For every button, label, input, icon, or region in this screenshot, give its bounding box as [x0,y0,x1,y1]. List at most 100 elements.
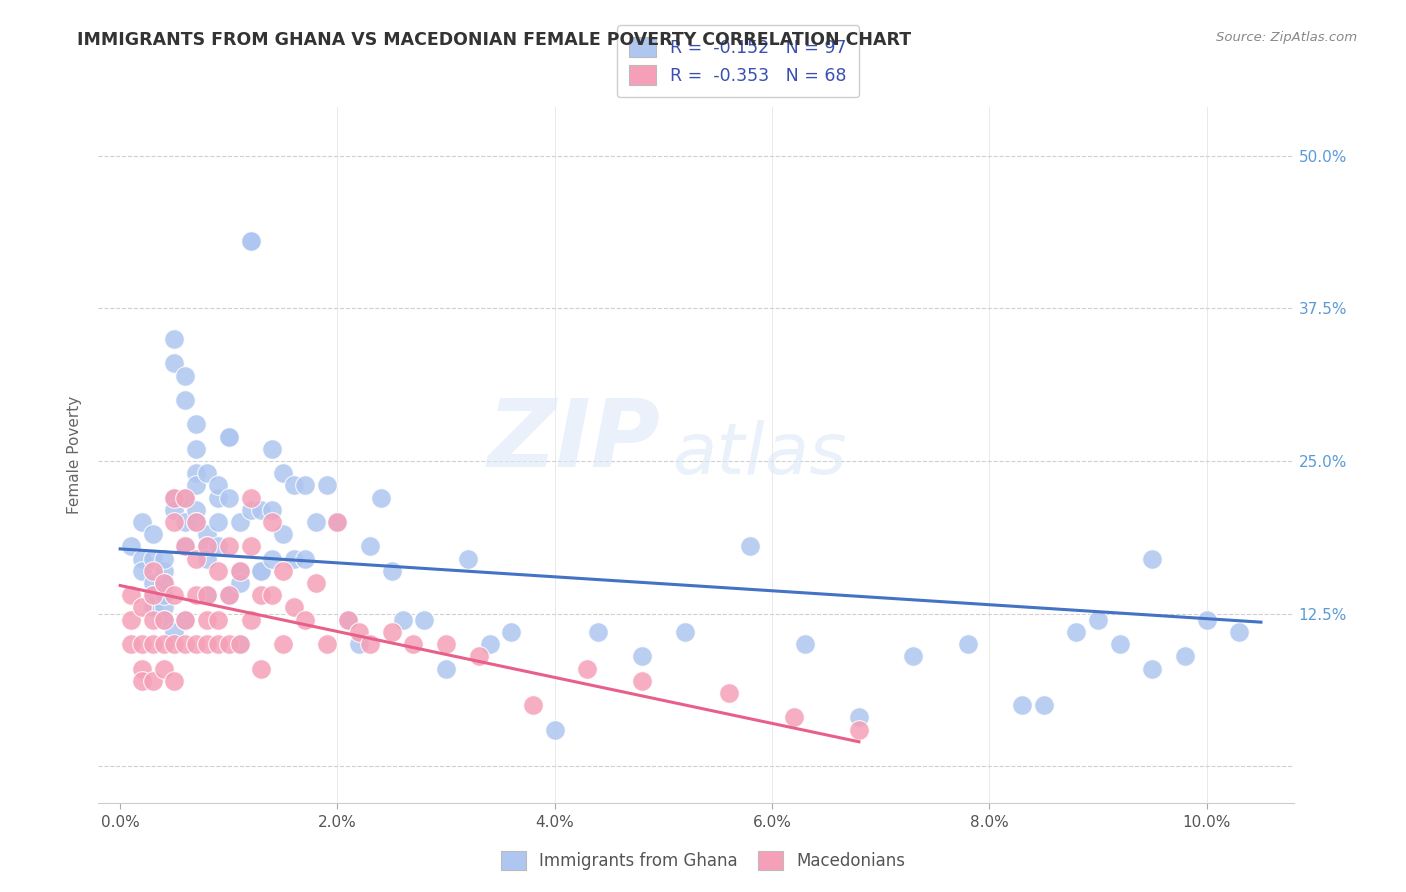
Point [1011,698,1033,713]
Point [218,540,240,554]
Point [434,661,457,675]
Point [163,588,186,602]
Point [250,661,273,675]
Point [359,637,381,651]
Text: Source: ZipAtlas.com: Source: ZipAtlas.com [1216,31,1357,45]
Point [207,478,229,492]
Point [195,540,218,554]
Point [848,710,870,724]
Point [1142,551,1164,566]
Point [239,503,262,517]
Point [142,600,165,615]
Point [131,661,153,675]
Point [283,478,305,492]
Point [174,637,197,651]
Point [315,478,337,492]
Point [120,540,142,554]
Point [218,429,240,443]
Point [195,588,218,602]
Point [1174,649,1197,664]
Point [218,491,240,505]
Point [120,613,142,627]
Point [262,503,284,517]
Point [740,540,762,554]
Point [152,576,174,591]
Point [271,637,294,651]
Point [152,576,174,591]
Point [457,551,479,566]
Point [131,564,153,578]
Point [195,551,218,566]
Point [586,624,609,639]
Point [673,624,696,639]
Point [413,613,436,627]
Point [152,637,174,651]
Point [783,710,806,724]
Point [294,478,316,492]
Point [186,467,208,481]
Point [262,588,284,602]
Point [630,649,652,664]
Point [239,235,262,249]
Point [163,673,186,688]
Point [576,661,599,675]
Point [131,600,153,615]
Point [478,637,501,651]
Point [207,491,229,505]
Point [186,417,208,432]
Point [294,551,316,566]
Point [326,515,349,529]
Point [305,515,328,529]
Point [1087,613,1109,627]
Point [152,613,174,627]
Point [218,588,240,602]
Point [250,503,273,517]
Point [152,600,174,615]
Point [262,515,284,529]
Point [370,491,392,505]
Point [163,637,186,651]
Point [305,576,328,591]
Point [131,551,153,566]
Point [434,637,457,651]
Point [195,637,218,651]
Point [1142,661,1164,675]
Point [544,723,567,737]
Point [152,551,174,566]
Point [793,637,815,651]
Point [186,515,208,529]
Point [142,673,165,688]
Point [174,613,197,627]
Point [315,637,337,651]
Point [337,613,360,627]
Point [1064,624,1087,639]
Point [142,613,165,627]
Point [174,515,197,529]
Point [195,588,218,602]
Point [218,429,240,443]
Point [163,515,186,529]
Point [152,613,174,627]
Point [195,467,218,481]
Point [250,588,273,602]
Point [163,624,186,639]
Point [186,551,208,566]
Point [207,540,229,554]
Point [1195,613,1218,627]
Text: IMMIGRANTS FROM GHANA VS MACEDONIAN FEMALE POVERTY CORRELATION CHART: IMMIGRANTS FROM GHANA VS MACEDONIAN FEMA… [77,31,911,49]
Point [186,478,208,492]
Point [228,564,250,578]
Point [402,637,425,651]
Point [163,503,186,517]
Point [120,588,142,602]
Point [186,442,208,456]
Point [501,624,523,639]
Point [163,491,186,505]
Point [152,564,174,578]
Point [186,637,208,651]
Point [848,723,870,737]
Point [467,649,489,664]
Point [239,235,262,249]
Point [271,467,294,481]
Point [359,540,381,554]
